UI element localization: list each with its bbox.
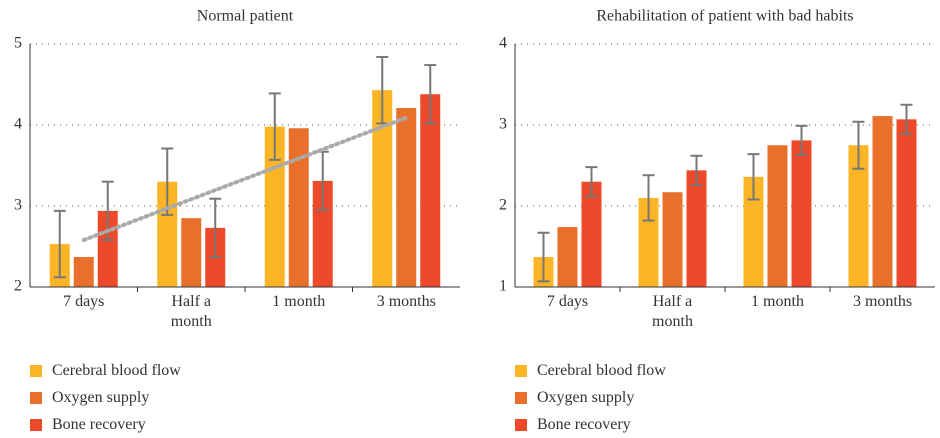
bar: [743, 176, 764, 287]
bar: [181, 218, 202, 287]
error-bar: [900, 103, 913, 135]
error-bar: [161, 147, 174, 216]
bar: [872, 116, 893, 287]
x-tick-label: 3 months: [376, 293, 436, 310]
error-bar: [53, 209, 66, 279]
error-bar: [642, 174, 655, 222]
bar: [73, 257, 94, 287]
error-bar: [537, 231, 550, 283]
bar: [396, 107, 417, 288]
error-bar: [424, 64, 437, 125]
error-bar: [795, 124, 808, 156]
error-bar: [747, 153, 760, 201]
bar: [288, 128, 309, 287]
legend-label: Oxygen supply: [52, 389, 150, 406]
bar: [157, 181, 178, 287]
legend-label: Bone recovery: [52, 416, 146, 433]
legend-swatch: [515, 365, 527, 377]
chart-title: Rehabilitation of patient with bad habit…: [596, 8, 853, 25]
bar: [312, 180, 333, 287]
legend-swatch: [515, 419, 527, 431]
x-tick-label: 1 month: [751, 293, 804, 310]
bar: [372, 90, 393, 287]
bar: [686, 170, 707, 287]
y-tick-label: 5: [14, 35, 22, 52]
legend-swatch: [30, 392, 42, 404]
x-tick-label: 3 months: [852, 293, 913, 310]
bar: [662, 192, 683, 287]
y-tick-label: 1: [499, 278, 507, 295]
y-tick-label: 2: [499, 197, 507, 214]
chart-title: Normal patient: [197, 8, 294, 25]
legend-swatch: [30, 365, 42, 377]
y-tick-label: 2: [14, 278, 22, 295]
x-tick-label: 1 month: [272, 293, 326, 310]
error-bar: [585, 166, 598, 198]
legend-label: Cerebral blood flow: [52, 362, 181, 379]
error-bar: [209, 197, 222, 259]
legend-label: Cerebral blood flow: [537, 362, 666, 379]
x-tick-label: 7 days: [546, 293, 589, 310]
bar: [581, 181, 602, 287]
x-tick-label: Half a month: [652, 293, 693, 330]
trend-line: [81, 115, 409, 243]
bar: [896, 119, 917, 287]
bar: [420, 94, 441, 287]
legend-label: Bone recovery: [537, 416, 631, 433]
error-bar: [852, 120, 865, 170]
error-bar: [268, 92, 281, 161]
bar: [848, 145, 869, 287]
y-tick-label: 3: [14, 197, 22, 214]
error-bar: [690, 154, 703, 186]
bar: [557, 227, 578, 287]
bar: [767, 145, 788, 287]
y-tick-label: 4: [499, 35, 507, 52]
y-tick-label: 3: [499, 116, 507, 133]
y-tick-label: 4: [14, 116, 22, 133]
x-tick-label: 7 days: [63, 293, 105, 310]
x-tick-label: Half a month: [170, 293, 212, 330]
legend-swatch: [515, 392, 527, 404]
legend-swatch: [30, 419, 42, 431]
bar: [791, 140, 812, 287]
legend-label: Oxygen supply: [537, 389, 635, 406]
